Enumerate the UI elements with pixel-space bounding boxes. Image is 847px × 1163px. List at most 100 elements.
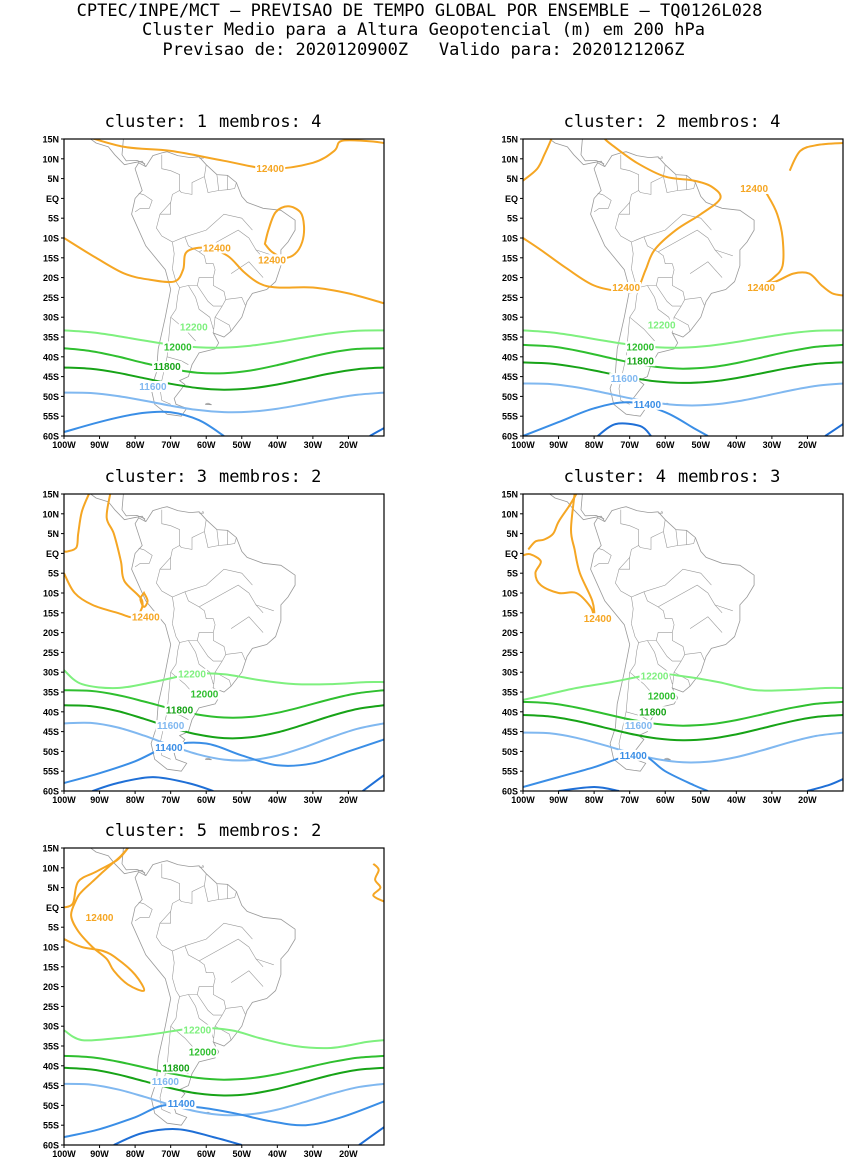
contour-label: 11600 [625,721,653,732]
contour-line-11600 [64,721,384,762]
contour-label: 11800 [166,705,194,716]
lat-tick-label: 50S [502,747,518,757]
lon-tick-label: 70W [161,1149,180,1159]
contour-label-bg [257,254,287,266]
lon-tick-label: 70W [161,795,180,805]
contour-line-11800 [64,704,384,740]
contour-label: 12400 [740,184,768,195]
country-border [638,164,666,195]
contour-line-11800 [523,361,843,384]
lat-tick-label: 5S [48,569,59,579]
coastline [199,510,204,514]
lat-tick-label: 15N [42,844,59,854]
plot-frame [63,138,385,437]
country-border [198,938,264,968]
contour-line-11200 [824,423,843,436]
contour-label: 12000 [164,342,192,353]
coastline [548,139,606,167]
country-border [167,356,189,365]
contour-line-11400 [523,401,709,436]
contour-label: 12400 [132,612,160,623]
country-border [647,640,673,685]
country-border [134,902,153,922]
lat-tick-label: 25S [43,648,59,658]
lon-tick-label: 90W [90,440,109,450]
lon-tick-label: 50W [692,440,711,450]
contour-line-11800 [523,714,843,742]
lon-tick-label: 100W [52,1149,76,1159]
panel-title: cluster: 1 membros: 4 [28,112,398,132]
lat-tick-label: 25S [502,293,518,303]
lon-tick-label: 50W [233,1149,252,1159]
coastline [89,848,147,876]
map-plot: 12400 12200 12000 11800 11600 11400 15N 10N 5N EQ… [501,490,844,805]
country-border [156,154,180,269]
cluster-label: cluster: 2 [563,112,666,132]
country-border [618,202,630,215]
country-border [184,568,253,593]
lon-tick-label: 90W [549,795,568,805]
country-border [216,174,219,191]
country-border [673,660,691,687]
contour-label-bg [618,749,649,761]
lon-tick-label: 60W [656,440,675,450]
map-panel-cluster-3: cluster: 3 membros: 2 12400 12200 12000 1180… [28,467,398,807]
lat-tick-label: 10N [501,154,518,164]
lat-tick-label: 5S [507,569,518,579]
coastline [580,494,605,520]
lat-tick-label: 35S [43,1042,59,1052]
map-panel-cluster-2: cluster: 2 membros: 4 12400 12400 12400 1220… [487,112,847,452]
lat-tick-label: 45S [43,372,59,382]
lat-tick-label: 60S [43,1141,59,1151]
lat-tick-label: 15N [42,490,59,500]
country-border [179,519,207,550]
lon-tick-label: 100W [511,440,535,450]
coastline [121,848,146,874]
contour-line-11200 [369,427,384,436]
contour-line-12400 [64,848,146,992]
cluster-label: cluster: 4 [563,467,666,487]
country-border [184,213,253,238]
lon-tick-label: 40W [268,1149,287,1159]
map-plot: 12400 12400 12400 12200 12000 11800 11600 15N 10… [42,135,385,450]
lon-tick-label: 20W [339,795,358,805]
contour-label-bg [155,720,186,732]
contour-line-12200 [64,329,384,349]
lat-tick-label: 10N [501,509,518,519]
contour-line-11200 [358,1126,384,1145]
contour-label-bg [637,706,668,718]
contour-label-bg [189,688,220,700]
lat-tick-label: 60S [43,432,59,442]
lat-tick-label: 15S [43,253,59,263]
contour-line-12400 [263,205,306,259]
country-border [216,883,219,900]
lat-tick-label: 5S [48,923,59,933]
country-border [204,885,237,902]
country-border [656,632,686,662]
country-border [214,660,232,687]
contour-line-12400 [64,494,144,619]
lon-tick-label: 70W [620,440,639,450]
lat-tick-label: 10S [43,234,59,244]
contour-label-bg [152,361,183,373]
contour-line-12400 [64,494,90,553]
contour-label-bg [166,1097,197,1109]
cluster-label: cluster: 1 [104,112,207,132]
country-border [618,557,630,570]
contour-label: 11400 [155,743,183,754]
contour-line-12200 [64,1026,384,1050]
country-border [184,922,253,947]
lat-tick-label: 5S [507,214,518,224]
lat-tick-label: 25S [43,1002,59,1012]
country-border [159,996,180,1114]
lat-tick-label: 50S [502,392,518,402]
coastline [548,494,606,522]
lat-tick-label: 45S [502,372,518,382]
country-border [656,277,686,307]
contour-label: 12000 [648,691,676,702]
lon-tick-label: 70W [161,440,180,450]
lat-tick-label: 30S [43,1022,59,1032]
contour-label: 12400 [86,913,114,924]
contour-line-12400 [139,590,149,608]
lon-tick-label: 60W [197,795,216,805]
